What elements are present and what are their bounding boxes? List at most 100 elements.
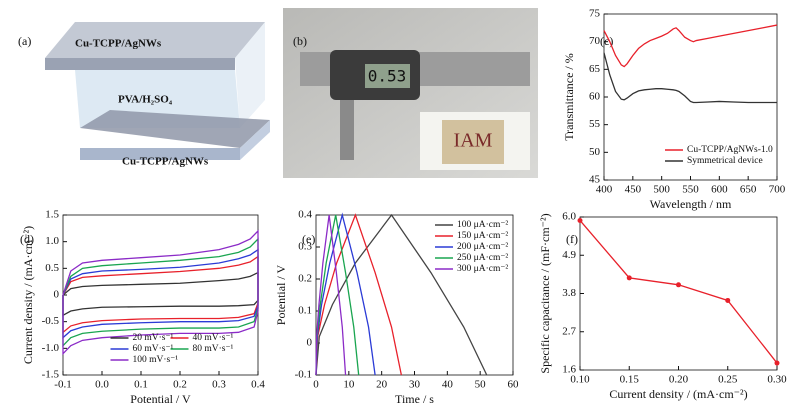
y-tick-label: 65: [589, 63, 601, 75]
x-tick-label: 40: [442, 379, 454, 391]
caliper-jaw: [340, 100, 354, 160]
x-tick-label: 650: [740, 184, 757, 196]
y-tick-label: 0.4: [298, 209, 312, 221]
x-tick-label: 0.1: [134, 379, 148, 391]
display-reading: 0.53: [368, 67, 407, 86]
y-tick-label: 0.5: [45, 262, 59, 274]
y-tick-label: 55: [589, 118, 601, 130]
x-axis-title: Time / s: [395, 392, 434, 406]
legend-label: Cu-TCPP/AgNWs-1.0: [687, 145, 773, 155]
x-tick-label: 0.2: [173, 379, 187, 391]
x-tick-label: 60: [508, 379, 520, 391]
plot-frame: [579, 216, 778, 371]
bottom-slab-side: [80, 148, 240, 160]
series-line: [62, 248, 259, 340]
legend-label: 200 μA·cm⁻²: [457, 242, 508, 252]
y-tick-label: 0.2: [298, 273, 312, 285]
x-tick-label: 50: [475, 379, 487, 391]
y-tick-label: 6.0: [562, 211, 576, 223]
y-tick-label: 0.3: [298, 241, 312, 253]
legend-label: 40 mV·s⁻¹: [193, 333, 234, 343]
bottom-slab-end: [240, 120, 270, 160]
x-tick-label: 0.30: [767, 374, 787, 386]
photo: (b) 0.53 IAM: [283, 8, 538, 178]
x-tick-label: 450: [625, 184, 642, 196]
y-tick-label: 50: [589, 146, 601, 158]
x-axis-title: Current density / (mA·cm⁻²): [609, 387, 747, 401]
x-tick-label: 10: [343, 379, 355, 391]
x-tick-label: -0.1: [54, 379, 71, 391]
point: [626, 275, 632, 281]
sample: [442, 120, 504, 164]
x-tick-label: 0.25: [718, 374, 738, 386]
point: [774, 360, 780, 366]
legend-label: 20 mV·s⁻¹: [133, 333, 174, 343]
x-tick-label: 400: [596, 184, 613, 196]
y-tick-label: 60: [589, 91, 601, 103]
y-tick-label: 1.6: [562, 364, 576, 376]
panel-label: (f): [566, 232, 578, 246]
caliper-display: [365, 64, 410, 88]
x-tick-label: 30: [409, 379, 421, 391]
x-tick-label: 500: [653, 184, 670, 196]
legend-label: 100 mV·s⁻¹: [133, 355, 179, 365]
y-axis-title: Potential / V: [274, 264, 288, 325]
series-line: [603, 24, 778, 68]
x-tick-label: 0.4: [251, 379, 265, 391]
y-tick-label: 3.8: [562, 287, 576, 299]
sample-text: IAM: [454, 130, 493, 152]
series-line: [315, 214, 347, 376]
y-tick-label: -1.0: [42, 342, 60, 354]
y-tick-label: 70: [589, 35, 601, 47]
panel-label: (b): [293, 34, 307, 48]
x-axis-title: Potential / V: [130, 392, 191, 406]
series-line: [62, 271, 259, 317]
y-tick-label: 2.7: [562, 325, 576, 337]
legend-label: 300 μA·cm⁻²: [457, 264, 508, 274]
panel-label: (d): [20, 232, 34, 246]
y-tick-label: 4.9: [562, 249, 576, 261]
series-line: [315, 213, 488, 376]
legend-label: 60 mV·s⁻¹: [133, 344, 174, 354]
y-tick-label: 1.5: [45, 209, 59, 221]
legend-label: 250 μA·cm⁻²: [457, 253, 508, 263]
schematic: (a) Cu-TCPP/AgNWs PVA/H₂SO₄ Cu-TCPP/AgNW…: [18, 22, 270, 168]
x-tick-label: 550: [682, 184, 699, 196]
top-slab-side: [45, 58, 235, 70]
panel-label: (a): [18, 34, 31, 48]
legend-label: 80 mV·s⁻¹: [193, 344, 234, 354]
electrolyte-side: [235, 22, 265, 128]
electrode-label: Cu-TCPP/AgNWs: [75, 38, 162, 50]
series-line: [62, 229, 259, 356]
y-tick-label: -1.5: [42, 369, 60, 381]
y-axis-title: Transmittance / %: [562, 53, 576, 141]
y-axis-title: Specific capacitance / (mF·cm⁻²): [538, 213, 552, 373]
panel-label: (e): [302, 232, 315, 246]
y-tick-label: 0: [54, 289, 60, 301]
x-tick-label: 700: [769, 184, 786, 196]
bottom-slab: [80, 110, 270, 148]
electrode-label: Cu-TCPP/AgNWs: [122, 156, 209, 168]
x-tick-label: 0.10: [570, 374, 590, 386]
series-line: [579, 220, 778, 364]
panel-label: (c): [600, 34, 613, 48]
legend-label: 150 μA·cm⁻²: [457, 231, 508, 241]
top-slab: [45, 22, 265, 58]
y-tick-label: 1.0: [45, 235, 59, 247]
y-tick-label: 75: [589, 8, 601, 20]
electrolyte-label: PVA/H₂SO₄: [118, 94, 173, 106]
point: [577, 217, 583, 223]
x-tick-label: 0.20: [669, 374, 689, 386]
y-tick-label: -0.1: [295, 369, 312, 381]
series-line: [603, 52, 777, 104]
point: [676, 282, 681, 288]
x-tick-label: 0.15: [620, 374, 640, 386]
y-axis-title: Current density / (mA·cm⁻²): [21, 226, 35, 364]
x-tick-label: 0.3: [212, 379, 226, 391]
point: [725, 297, 731, 303]
x-axis-title: Wavelength / nm: [650, 197, 732, 211]
x-tick-label: 0: [313, 379, 319, 391]
y-tick-label: -0.5: [42, 315, 60, 327]
x-tick-label: 600: [711, 184, 728, 196]
legend-label: 100 μA·cm⁻²: [457, 220, 508, 230]
